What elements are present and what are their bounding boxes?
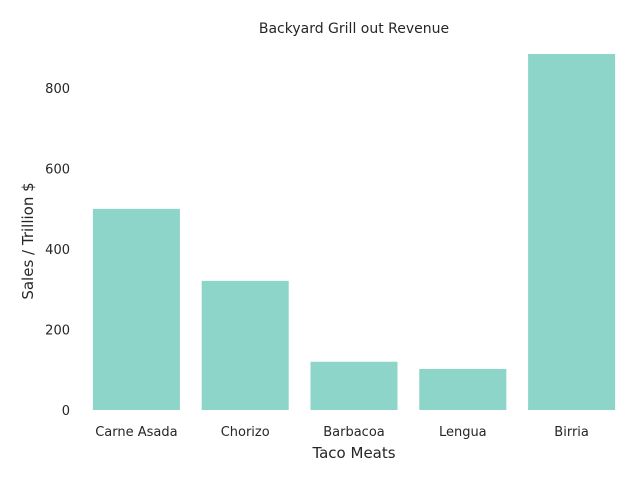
y-tick-label: 0	[62, 404, 70, 419]
x-tick-labels: Carne Asada Chorizo Barbacoa Lengua Birria	[95, 425, 589, 440]
x-tick-label: Barbacoa	[323, 425, 385, 440]
bars-group	[92, 54, 616, 411]
bar-chorizo	[201, 280, 289, 410]
bar-carne-asada	[92, 208, 180, 410]
x-axis-label: Taco Meats	[311, 444, 395, 462]
x-tick-label: Lengua	[439, 425, 487, 440]
bar-lengua	[419, 368, 507, 410]
y-tick-label: 600	[45, 163, 70, 178]
y-axis-label: Sales / Trillion $	[19, 182, 37, 299]
chart-title: Backyard Grill out Revenue	[259, 21, 449, 37]
y-tick-label: 200	[45, 324, 70, 339]
x-tick-label: Birria	[554, 425, 589, 440]
bar-birria	[528, 54, 616, 411]
x-tick-label: Chorizo	[221, 425, 270, 440]
x-tick-label: Carne Asada	[95, 425, 177, 440]
y-tick-labels: 0 200 400 600 800	[45, 82, 70, 419]
y-tick-label: 800	[45, 82, 70, 97]
bar-barbacoa	[310, 361, 398, 410]
y-tick-label: 400	[45, 243, 70, 258]
